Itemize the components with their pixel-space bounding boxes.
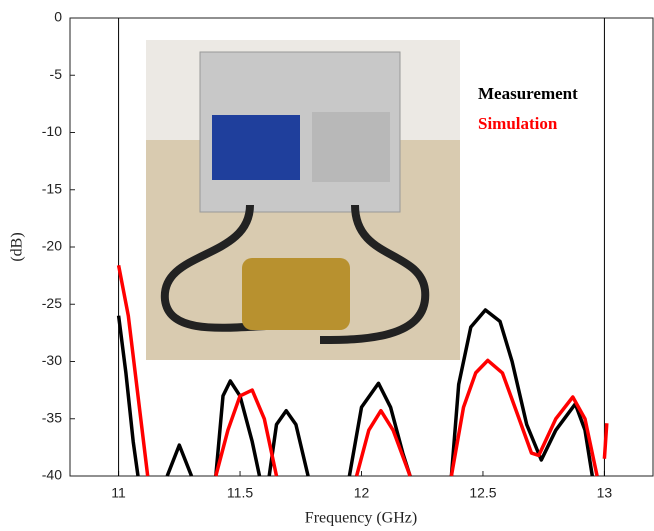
x-tick-label: 12.5 (469, 485, 496, 501)
y-tick-label: -30 (42, 352, 62, 368)
x-tick-label: 11.5 (227, 485, 253, 501)
series-line (116, 264, 609, 477)
y-axis-label: (dB) (9, 232, 26, 261)
y-tick-label: -10 (42, 123, 62, 139)
x-tick-label: 13 (597, 485, 613, 501)
photo-device (242, 258, 350, 330)
photo-screen (212, 115, 300, 180)
x-axis-label: Frequency (GHz) (305, 510, 417, 527)
x-tick-label: 11 (111, 485, 126, 501)
series-line (116, 308, 595, 477)
y-tick-label: -25 (42, 295, 62, 311)
y-tick-label: -15 (42, 180, 62, 196)
photo-cables (160, 204, 430, 344)
legend-entry: Measurement (478, 84, 578, 103)
photo (146, 40, 460, 360)
y-tick-label: -35 (42, 409, 62, 425)
y-tick-label: -5 (50, 66, 63, 82)
y-tick-label: -20 (42, 238, 62, 254)
y-tick-label: 0 (54, 9, 62, 25)
legend-entry: Simulation (478, 114, 558, 133)
y-tick-label: -40 (42, 467, 62, 483)
photo-keypad (312, 112, 390, 182)
x-tick-label: 12 (354, 485, 370, 501)
